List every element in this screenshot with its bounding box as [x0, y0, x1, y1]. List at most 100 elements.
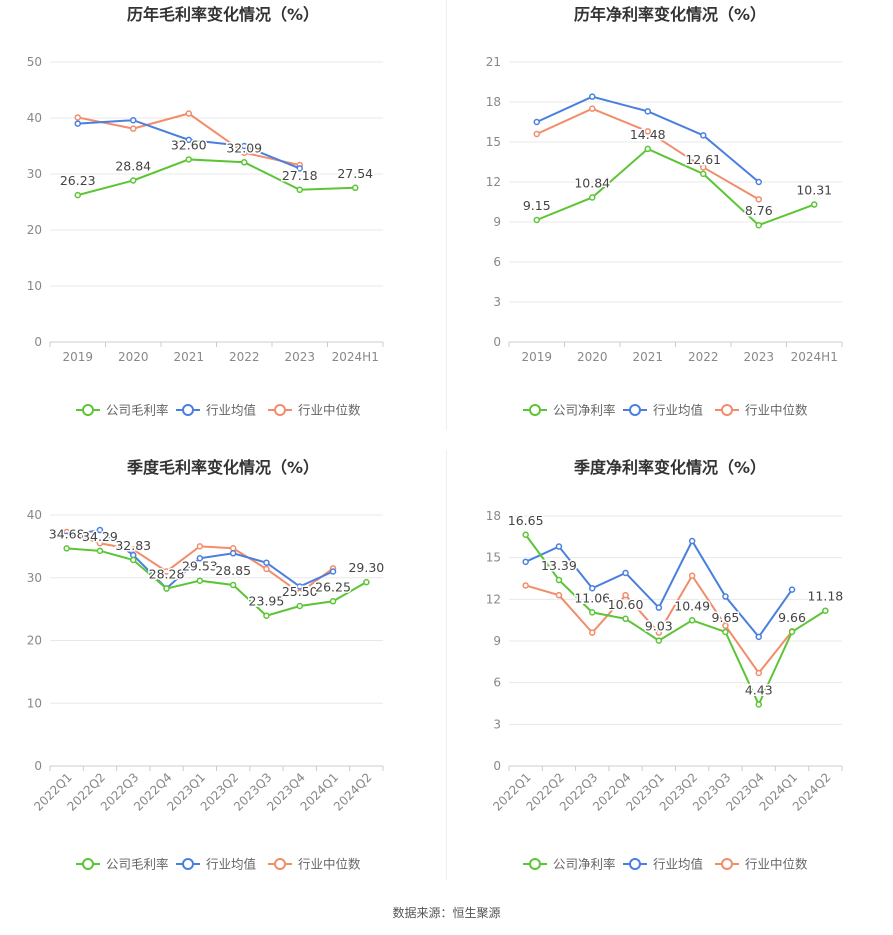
legend-label-avg: 行业均值: [653, 403, 703, 418]
annual-net-margin-svg: 历年净利率变化情况（%） 0 3 6 9 12 15 18 21 2019 2020 2021 2022…: [486, 5, 843, 418]
data-point-median: [229, 545, 237, 552]
data-point-company: [822, 607, 829, 614]
y-tick-label: 21: [486, 55, 501, 69]
data-point-avg: [700, 132, 707, 139]
y-tick-label: 3: [493, 717, 501, 731]
data-point-avg: [96, 526, 104, 534]
data-label: 27.18: [282, 168, 318, 183]
data-point-company: [655, 637, 663, 644]
data-point-avg: [755, 178, 762, 186]
data-point-median: [722, 622, 729, 629]
legend-label-median: 行业中位数: [298, 857, 361, 872]
data-point-company: [352, 184, 359, 192]
chart-title: 历年毛利率变化情况（%）: [127, 5, 319, 24]
data-point-avg: [589, 93, 596, 100]
data-label: 32.60: [171, 137, 207, 152]
legend-marker-company: [82, 404, 94, 416]
data-point-median: [185, 110, 192, 117]
y-tick-label: 30: [27, 167, 42, 181]
data-point-median: [589, 105, 596, 112]
x-tick-label: 2021: [632, 350, 663, 364]
data-label: 8.76: [745, 203, 773, 218]
data-point-avg: [688, 537, 696, 545]
data-point-avg: [296, 583, 303, 590]
y-tick-label: 12: [486, 592, 501, 606]
legend-label-company: 公司净利率: [553, 403, 616, 418]
data-point-median: [655, 629, 663, 636]
data-point-company: [522, 531, 529, 538]
legend-marker-median: [274, 858, 286, 870]
data-point-company: [74, 191, 81, 199]
x-tick-label: 2020: [577, 350, 608, 364]
legend-marker-company: [529, 858, 541, 870]
x-tick-label: 2024H1: [791, 350, 838, 364]
data-point-company: [811, 201, 818, 208]
y-tick-label: 0: [493, 759, 501, 773]
data-label: 25.50: [282, 584, 318, 599]
legend-label-avg: 行业均值: [206, 857, 256, 872]
y-tick-label: 50: [27, 55, 42, 69]
y-tick-label: 9: [493, 634, 501, 648]
data-point-company: [755, 701, 762, 708]
y-tick-label: 40: [27, 111, 42, 125]
data-point-company: [688, 617, 696, 624]
legend-marker-avg: [629, 404, 641, 416]
legend-marker-avg: [629, 858, 641, 870]
series-line-company: [536, 147, 815, 227]
chart-title: 季度毛利率变化情况（%）: [126, 458, 319, 477]
data-point-median: [296, 589, 303, 597]
data-point-avg: [229, 550, 237, 557]
legend-label-avg: 行业均值: [653, 857, 703, 872]
data-label: 34.29: [82, 529, 118, 544]
data-point-company: [185, 156, 192, 163]
panel-divider-top: [446, 0, 447, 430]
data-point-company: [130, 177, 137, 184]
chart-title: 季度净利率变化情况（%）: [573, 458, 766, 477]
data-point-median: [130, 125, 137, 132]
data-point-avg: [522, 558, 529, 566]
data-label: 13.39: [541, 558, 577, 573]
y-tick-label: 6: [493, 255, 501, 269]
data-point-avg: [655, 604, 663, 611]
data-label: 9.15: [523, 198, 551, 213]
y-tick-label: 18: [486, 509, 501, 523]
data-label: 10.31: [796, 183, 832, 198]
data-label: 9.65: [712, 610, 740, 625]
y-tick-label: 12: [486, 175, 501, 189]
data-label: 29.30: [348, 560, 384, 575]
legend-marker-company: [529, 404, 541, 416]
quarterly-gross-margin-svg: 季度毛利率变化情况（%）0102030402022Q12022Q22022Q32…: [27, 458, 386, 872]
panel-divider-bottom: [446, 450, 447, 880]
y-tick-label: 20: [27, 634, 42, 648]
legend-label-median: 行业中位数: [298, 403, 361, 418]
data-point-avg: [755, 633, 762, 641]
data-point-company: [589, 194, 596, 201]
data-source: 数据来源：恒生聚源: [392, 906, 501, 920]
legend-marker-median: [274, 404, 286, 416]
data-point-avg: [622, 569, 629, 577]
y-tick-label: 0: [34, 759, 42, 773]
data-point-avg: [533, 118, 540, 126]
legend-marker-company: [82, 858, 94, 870]
data-point-avg: [241, 142, 248, 150]
data-point-avg: [329, 568, 337, 575]
data-label: 9.66: [778, 610, 806, 625]
data-point-avg: [196, 555, 204, 562]
y-tick-label: 0: [34, 335, 42, 349]
data-label: 32.83: [115, 538, 151, 553]
data-label: 11.06: [574, 590, 610, 605]
data-label: 16.65: [508, 513, 544, 528]
legend-marker-median: [721, 858, 733, 870]
data-point-median: [263, 565, 270, 573]
y-tick-label: 0: [493, 335, 501, 349]
data-label: 29.53: [182, 559, 218, 574]
data-point-company: [296, 602, 303, 610]
data-point-avg: [589, 584, 596, 592]
series-line-company: [66, 547, 367, 617]
data-point-avg: [644, 108, 651, 115]
data-label: 34.68: [49, 526, 85, 541]
quarterly-net-margin-svg: 季度净利率变化情况（%）03691215182022Q12022Q22022Q3…: [486, 458, 845, 872]
annual-gross-margin-svg: 历年毛利率变化情况（%） 0 10 20 30 40 50 2019 2020 2021 2022 2…: [27, 5, 384, 418]
data-point-avg: [296, 165, 303, 172]
data-label: 10.60: [608, 597, 644, 612]
